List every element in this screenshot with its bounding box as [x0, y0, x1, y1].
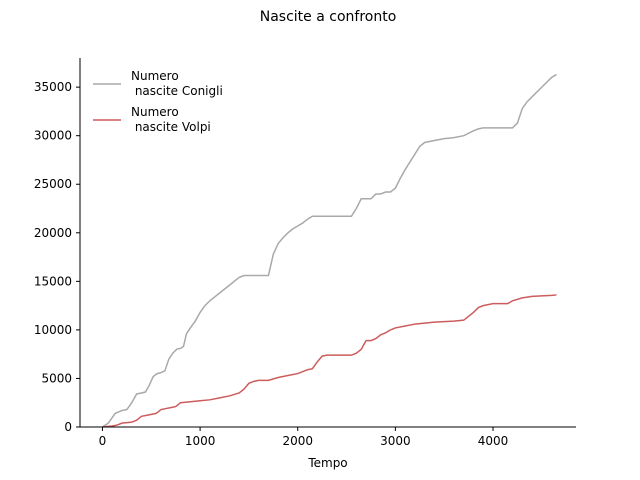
legend: Numero nascite Conigli Numero nascite Vol…: [93, 69, 223, 134]
chart-title: Nascite a confronto: [260, 9, 397, 25]
legend-label-2: Numero nascite Volpi: [131, 105, 211, 134]
x-ticks: 0 1000 2000 3000 4000: [99, 427, 509, 448]
series-line-2: [102, 294, 557, 428]
y-tick-label: 20000: [34, 226, 72, 240]
y-tick-label: 15000: [34, 274, 72, 288]
legend-label-1: Numero nascite Conigli: [131, 69, 223, 98]
y-tick-label: 5000: [41, 371, 72, 385]
x-tick-label: 3000: [380, 434, 411, 448]
y-tick-label: 35000: [34, 80, 72, 94]
y-tick-label: 0: [64, 420, 72, 434]
plot-area: [102, 73, 557, 428]
x-tick-label: 0: [99, 434, 107, 448]
y-ticks: 0 5000 10000 15000 20000 25000 30000 35000: [34, 80, 80, 434]
y-tick-label: 10000: [34, 323, 72, 337]
y-tick-label: 30000: [34, 129, 72, 143]
x-tick-label: 4000: [478, 434, 509, 448]
x-tick-label: 1000: [185, 434, 216, 448]
x-tick-label: 2000: [282, 434, 313, 448]
x-axis-label: Tempo: [307, 456, 347, 470]
y-tick-label: 25000: [34, 177, 72, 191]
series-line-1: [102, 73, 557, 428]
